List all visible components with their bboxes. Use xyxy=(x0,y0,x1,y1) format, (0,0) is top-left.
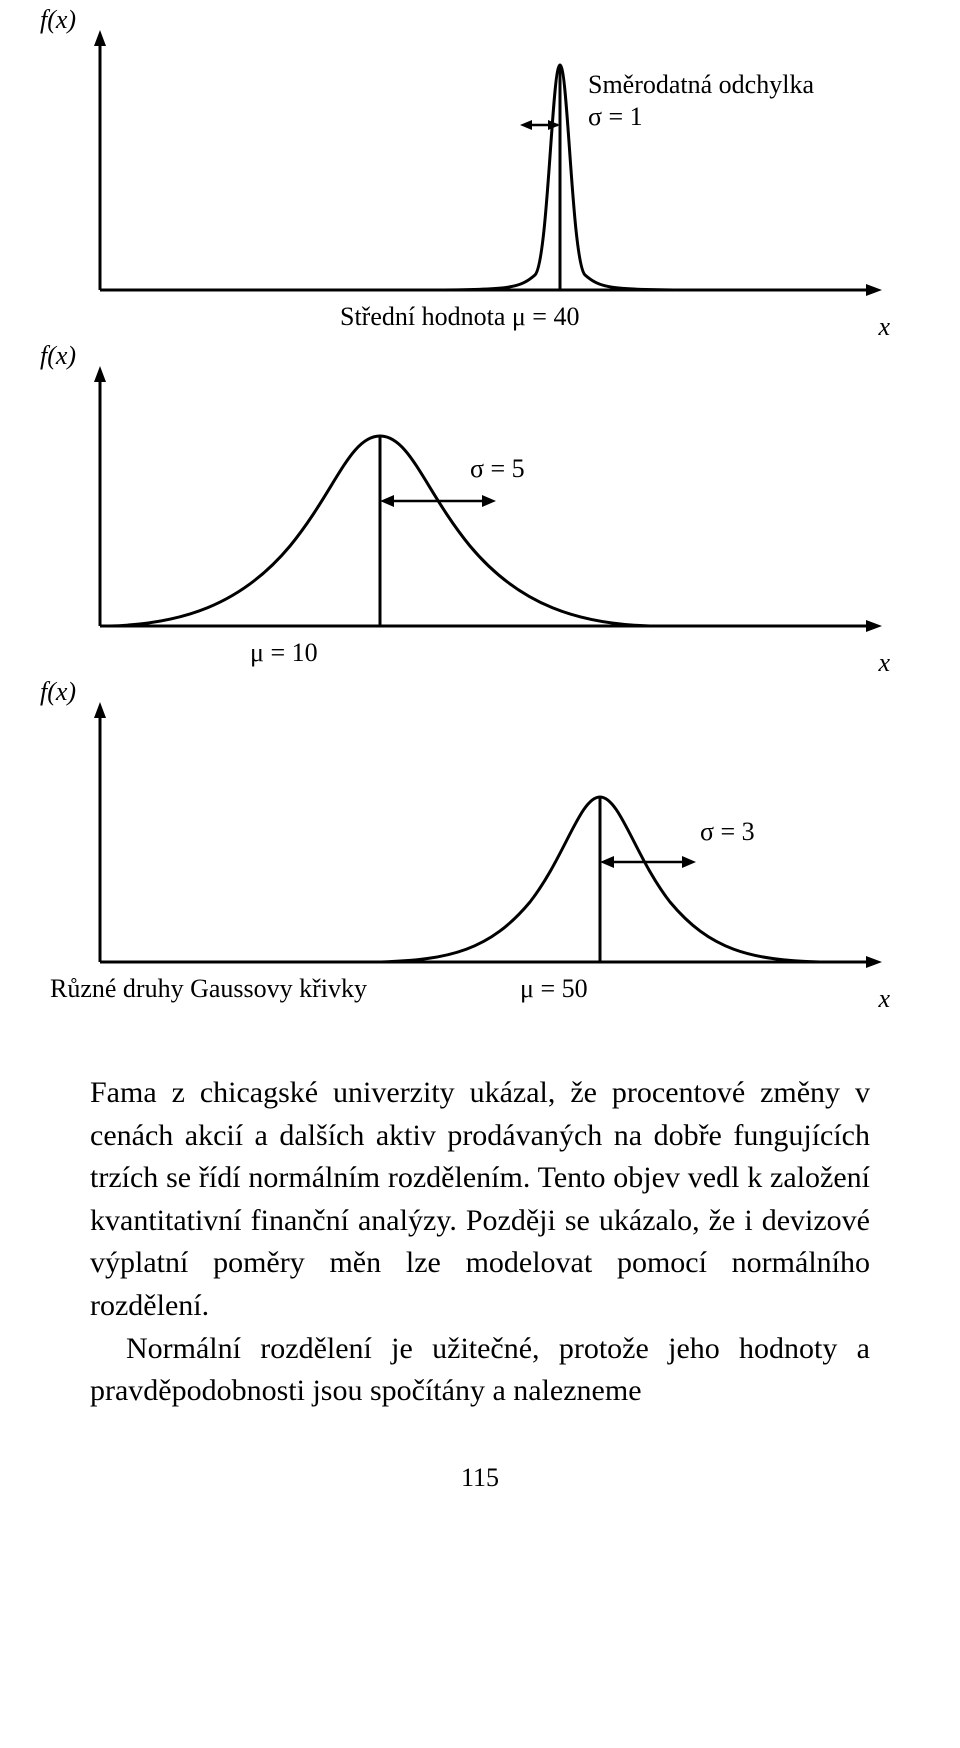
mu-label-3: μ = 50 xyxy=(520,974,588,1004)
x-axis-label: x xyxy=(878,648,890,678)
gaussian-figure: f(x) Směrodatná odchylka σ = 1 x Stř xyxy=(90,30,870,1002)
sigma-label-1: σ = 1 xyxy=(588,102,643,132)
chart-panel-2: f(x) σ = 5 x μ = 10 xyxy=(90,366,870,666)
y-axis-label: f(x) xyxy=(40,677,76,707)
mu-label-2: μ = 10 xyxy=(250,638,318,668)
mu-label-1: Střední hodnota μ = 40 xyxy=(340,302,579,332)
sigma-label-3: σ = 3 xyxy=(700,817,755,847)
chart-panel-1: f(x) Směrodatná odchylka σ = 1 x Stř xyxy=(90,30,870,330)
paragraph-1: Fama z chicagské univerzity ukázal, že p… xyxy=(90,1072,870,1328)
chart-svg-2 xyxy=(90,366,890,646)
x-axis-label: x xyxy=(878,984,890,1014)
figure-caption: Různé druhy Gaussovy křivky xyxy=(50,974,367,1004)
chart-svg-3 xyxy=(90,702,890,982)
page-number: 115 xyxy=(90,1463,870,1493)
chart-panel-3: f(x) σ = 3 x μ = 50 Různé druhy Gaussovy… xyxy=(90,702,870,1002)
y-axis-label: f(x) xyxy=(40,341,76,371)
paragraph-2: Normální rozdělení je užitečné, protože … xyxy=(90,1328,870,1413)
sigma-label-2: σ = 5 xyxy=(470,454,525,484)
sigma-title-1: Směrodatná odchylka xyxy=(588,70,814,100)
x-axis-label: x xyxy=(878,312,890,342)
y-axis-label: f(x) xyxy=(40,5,76,35)
body-text: Fama z chicagské univerzity ukázal, že p… xyxy=(90,1072,870,1413)
page: f(x) Směrodatná odchylka σ = 1 x Stř xyxy=(0,0,960,1533)
